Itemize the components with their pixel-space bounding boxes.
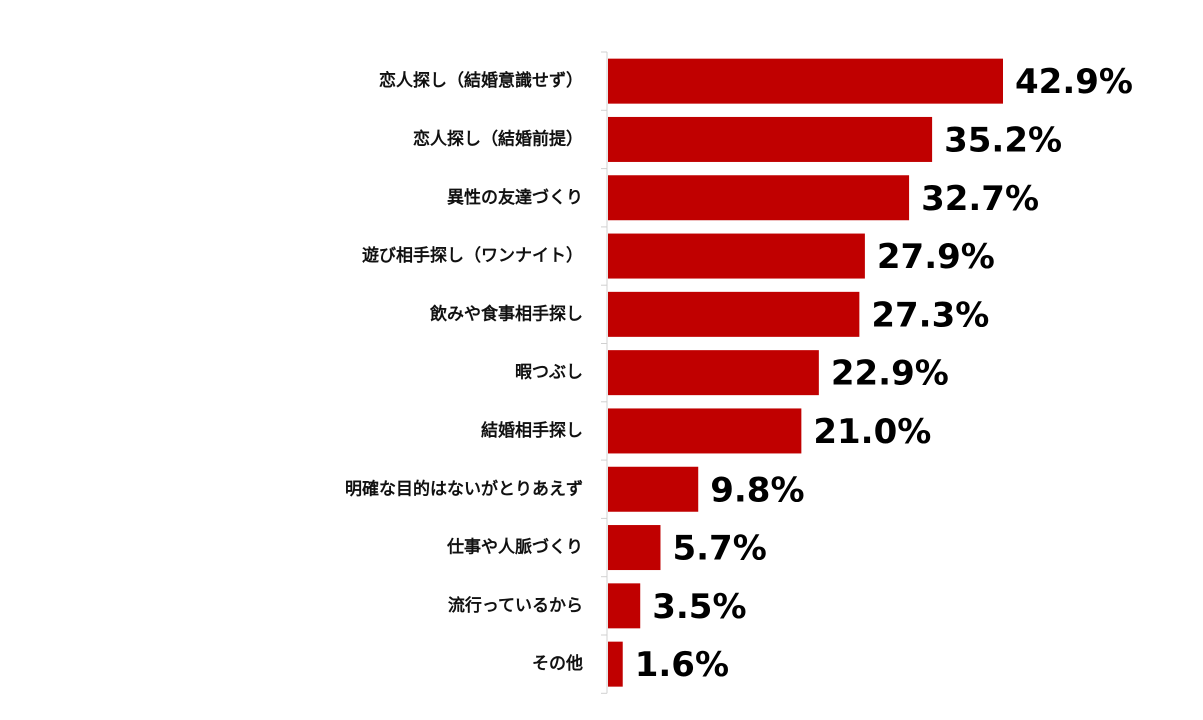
category-label: 恋人探し（結婚前提） — [413, 128, 583, 149]
bar — [608, 466, 699, 512]
bars-layer — [608, 58, 1003, 687]
category-label: 仕事や人脈づくり — [446, 537, 583, 558]
bar — [608, 641, 623, 687]
labels-layer: 恋人探し（結婚意識せず） 42.9% 恋人探し（結婚前提） 35.2% 異性の友達づくり… — [345, 62, 1133, 685]
data-label: 22.9% — [831, 354, 949, 394]
data-label: 27.3% — [871, 295, 989, 335]
data-label: 27.9% — [877, 237, 995, 277]
category-label: 流行っているから — [448, 595, 583, 616]
category-label: 明確な目的はないがとりあえず — [345, 478, 583, 499]
category-label: 異性の友達づくり — [447, 187, 583, 208]
data-label: 3.5% — [652, 587, 746, 627]
category-label: 飲みや食事相手探し — [429, 303, 583, 324]
data-label: 9.8% — [710, 470, 804, 510]
category-label: 暇つぶし — [515, 363, 583, 383]
bar — [608, 583, 641, 629]
data-label: 5.7% — [672, 529, 766, 569]
bar — [608, 525, 661, 571]
category-label: その他 — [532, 653, 583, 674]
bar — [608, 58, 1003, 104]
data-label: 1.6% — [635, 645, 729, 685]
bar — [608, 116, 933, 162]
category-label: 恋人探し（結婚意識せず） — [379, 70, 583, 91]
category-label: 遊び相手探し（ワンナイト） — [362, 245, 583, 266]
data-label: 32.7% — [921, 179, 1039, 219]
bar — [608, 175, 910, 221]
bar — [608, 350, 819, 396]
data-label: 35.2% — [944, 120, 1062, 160]
bar — [608, 408, 802, 454]
data-label: 42.9% — [1015, 62, 1133, 102]
bar — [608, 291, 860, 337]
bar — [608, 233, 865, 279]
axis-layer — [601, 51, 608, 694]
category-label: 結婚相手探し — [481, 420, 583, 441]
data-label: 21.0% — [813, 412, 931, 452]
